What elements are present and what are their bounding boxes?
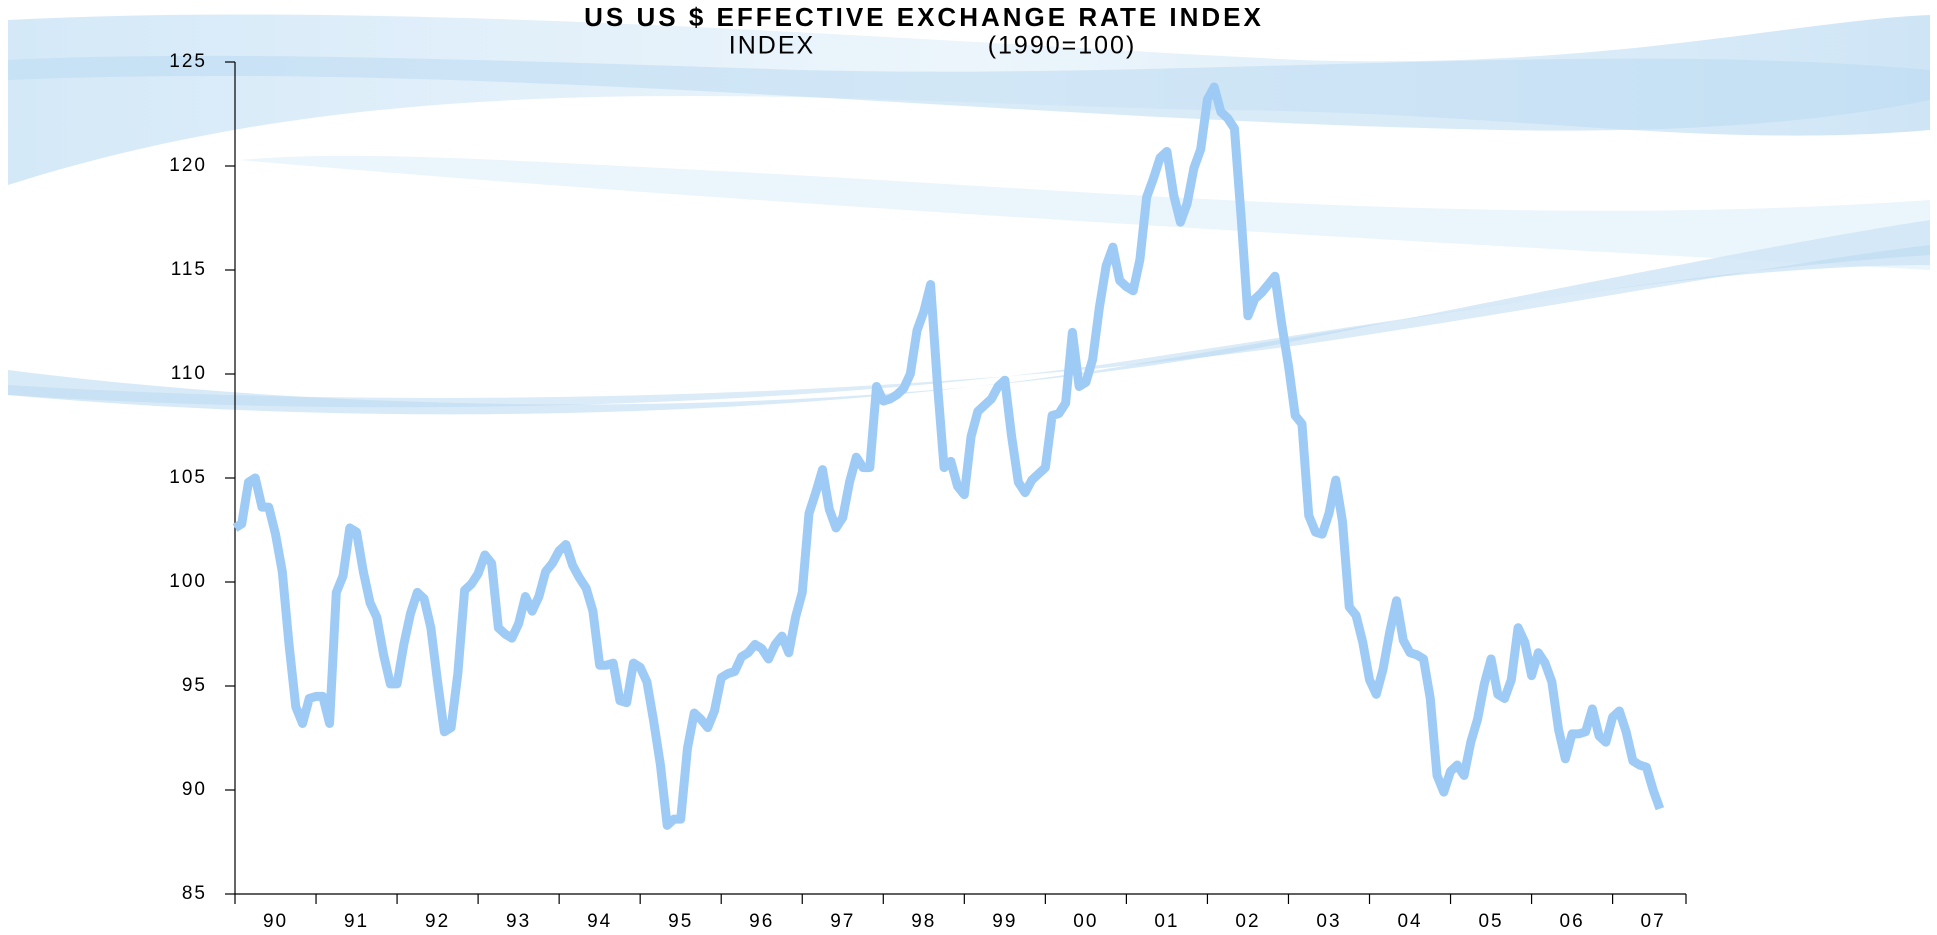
x-tick-label: 96 [749,911,774,932]
chart-title: US US $ EFFECTIVE EXCHANGE RATE INDEX [584,2,1264,32]
x-tick-label: 00 [1073,911,1098,932]
x-tick-label: 99 [992,911,1017,932]
x-tick-label: 98 [911,911,936,932]
x-tick-label: 06 [1560,911,1585,932]
background-waves [8,14,1930,415]
x-tick-label: 01 [1154,911,1179,932]
y-tick-label: 95 [182,675,207,696]
y-tick-label: 90 [182,779,207,800]
x-tick-label: 07 [1641,911,1666,932]
series-line [232,82,1665,830]
y-tick-label: 105 [169,467,207,488]
x-tick-label: 95 [668,911,693,932]
x-tick-label: 05 [1478,911,1503,932]
x-tick-label: 02 [1235,911,1260,932]
y-axis-label: INDEX [729,32,815,60]
y-tick-label: 85 [182,883,207,904]
x-tick-label: 93 [506,911,531,932]
x-tick-label: 91 [344,911,369,932]
x-tick-label: 92 [425,911,450,932]
x-tick-label: 03 [1316,911,1341,932]
y-tick-label: 120 [169,155,207,176]
chart-subtitle: (1990=100) [988,32,1137,60]
x-tick-label: 90 [263,911,288,932]
y-tick-label: 110 [171,363,207,384]
y-tick-label: 125 [169,51,207,72]
y-tick-label: 115 [171,259,207,280]
x-tick-label: 97 [830,911,855,932]
y-tick-label: 100 [169,571,207,592]
x-tick-label: 94 [587,911,612,932]
x-tick-label: 04 [1397,911,1422,932]
